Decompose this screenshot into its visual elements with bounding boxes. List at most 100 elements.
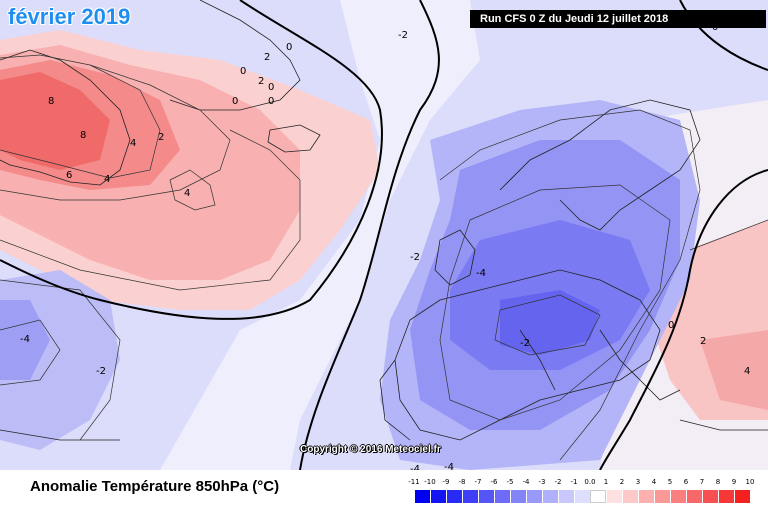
color-scale-tick-label: 8 xyxy=(715,478,721,486)
contour-label: -2 xyxy=(398,30,408,41)
color-scale-tick-label: -7 xyxy=(474,478,482,486)
color-scale-tick-label: -5 xyxy=(506,478,514,486)
color-scale-swatch xyxy=(622,490,638,503)
copyright-notice: Copyright © 2016 Meteociel.fr xyxy=(300,444,441,455)
contour-minus-4-west xyxy=(0,319,61,386)
contour-label: 0 xyxy=(240,66,246,77)
contour-label: -4 xyxy=(476,268,486,279)
contour-label: -2 xyxy=(410,252,420,263)
color-scale-swatch xyxy=(574,490,590,503)
africa-coast xyxy=(0,429,120,441)
warm-zone-core xyxy=(0,72,110,170)
contour-label: -2 xyxy=(520,338,530,349)
contour-label: 2 xyxy=(258,76,264,87)
contour-minus-4 xyxy=(439,184,671,421)
run-info-banner: Run CFS 0 Z du Jeudi 12 juillet 2018 xyxy=(470,10,766,28)
contour-label: 4 xyxy=(104,174,110,185)
southeast-warm-core xyxy=(700,330,768,410)
color-scale-swatch xyxy=(414,490,430,503)
contour-labels: -2 0 2 0 2 0 0 0 0 8 8 4 2 6 4 4 -2 -4 -… xyxy=(20,22,750,470)
balkans-coast xyxy=(599,329,681,401)
color-scale-swatch xyxy=(510,490,526,503)
color-scale-swatch xyxy=(542,490,558,503)
color-scale-tick-label: -2 xyxy=(554,478,562,486)
atlantic-neutral-zone xyxy=(160,0,480,470)
contour-lines xyxy=(0,54,768,461)
contour-label: 8 xyxy=(80,130,86,141)
contour-minus-6 xyxy=(494,294,601,356)
color-scale-tick-label: 6 xyxy=(683,478,689,486)
color-scale-tick-label: 5 xyxy=(667,478,673,486)
color-scale-swatch xyxy=(638,490,654,503)
color-scale-tick-label: 1 xyxy=(603,478,609,486)
contour-label: 4 xyxy=(744,366,750,377)
color-scale-tick-label: 10 xyxy=(745,478,755,486)
contour-label: 8 xyxy=(48,96,54,107)
contour-label: 2 xyxy=(264,52,270,63)
color-scale-tick-label: -1 xyxy=(570,478,578,486)
contour-plus-2-east xyxy=(689,219,768,251)
contour-2 xyxy=(0,129,301,291)
cold-zone-core xyxy=(500,290,600,355)
contour-4 xyxy=(0,64,231,201)
period-title: février 2019 xyxy=(8,4,131,29)
contour-label: -4 xyxy=(444,462,454,470)
color-scale-tick-label: -4 xyxy=(522,478,530,486)
color-scale-swatch xyxy=(590,490,606,503)
color-scale-tick-label: 3 xyxy=(635,478,641,486)
contour-label: 0 xyxy=(668,320,674,331)
color-scale-swatch xyxy=(670,490,686,503)
color-scale-swatch xyxy=(686,490,702,503)
zero-contour-atlantic xyxy=(299,0,440,470)
color-scale-tick-label: -3 xyxy=(538,478,546,486)
contour-label: 2 xyxy=(700,336,706,347)
color-scale-tick-label: -11 xyxy=(408,478,420,486)
contour-6 xyxy=(0,54,161,179)
color-scale-swatch xyxy=(446,490,462,503)
zero-contour-west xyxy=(0,0,383,320)
color-scale-swatch xyxy=(462,490,478,503)
contour-label: 0 xyxy=(286,42,292,53)
color-scale-tick-label: 0.0 xyxy=(584,478,596,486)
contour-label: -4 xyxy=(410,464,420,470)
color-scale-tick-label: -9 xyxy=(442,478,450,486)
color-scale-tick-label: 2 xyxy=(619,478,625,486)
iberia-coast xyxy=(379,359,411,441)
contour-label: 0 xyxy=(232,96,238,107)
contour-closed-4 xyxy=(169,169,216,211)
zero-contour-east xyxy=(599,169,768,470)
coastlines xyxy=(0,0,768,441)
color-scale-swatch xyxy=(558,490,574,503)
contour-minus-2-west xyxy=(0,279,121,441)
contour-label: 0 xyxy=(268,82,274,93)
scandinavia-coast xyxy=(499,99,701,231)
color-scale-tick-label: 7 xyxy=(699,478,705,486)
contour-minus-2 xyxy=(439,109,701,461)
color-scale-swatch xyxy=(478,490,494,503)
contour-label: 6 xyxy=(66,170,72,181)
contour-label: 0 xyxy=(268,96,274,107)
color-scale: -11 -10 -9 -8 -7 -6 -5 -4 -3 -2 -1 0.0 1 2 3 4 5 6 7 8 9 10 xyxy=(408,478,754,508)
contour-label: -2 xyxy=(96,366,106,377)
color-scale-swatch xyxy=(718,490,734,503)
color-scale-tick-label: -8 xyxy=(458,478,466,486)
color-scale-tick-label: 4 xyxy=(651,478,657,486)
british-isles-coast xyxy=(434,229,476,286)
iceland-coast xyxy=(267,124,321,153)
color-scale-tick-label: 9 xyxy=(731,478,737,486)
arctic-islands-coast xyxy=(169,0,301,111)
color-scale-swatch xyxy=(494,490,510,503)
italy-coast xyxy=(519,329,556,391)
contour-label: 2 xyxy=(158,132,164,143)
color-scale-swatch xyxy=(526,490,542,503)
color-scale-swatch xyxy=(654,490,670,503)
contour-label: 4 xyxy=(130,138,136,149)
color-scale-swatch xyxy=(734,490,750,503)
color-scale-swatch xyxy=(606,490,622,503)
contour-label: -4 xyxy=(20,334,30,345)
contour-label: 4 xyxy=(184,188,190,199)
turkey-coast xyxy=(679,419,768,431)
color-scale-swatch xyxy=(702,490,718,503)
legend-title: Anomalie Température 850hPa (°C) xyxy=(30,478,280,495)
continental-europe-coast xyxy=(394,269,661,441)
